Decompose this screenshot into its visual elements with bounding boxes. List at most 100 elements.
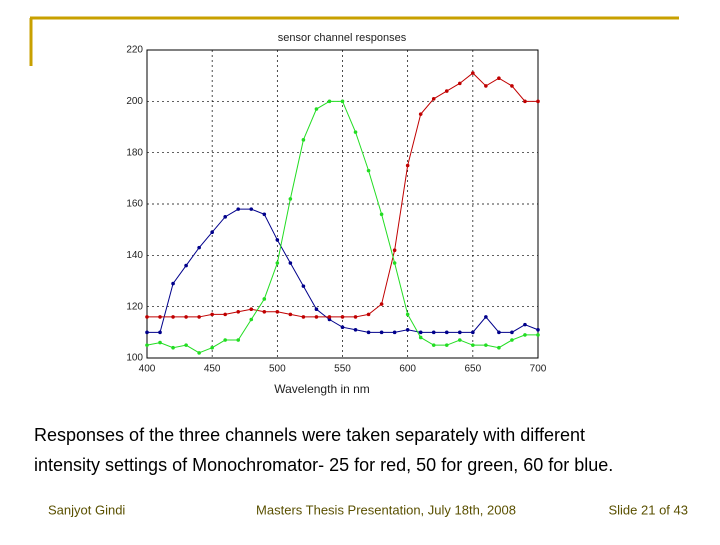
x-tick-label: 450 [204,364,221,375]
y-tick-label: 140 [126,250,143,261]
data-point [418,330,423,335]
data-point [366,168,371,173]
data-point [353,327,358,332]
data-point [471,343,475,347]
data-point [418,335,423,340]
data-point [340,99,345,104]
x-axis-label: Wavelength in nm [274,382,370,396]
data-point [536,99,540,104]
data-point [288,261,293,265]
chart-title: sensor channel responses [278,32,407,44]
data-point [523,322,527,327]
data-point [340,325,345,330]
data-point [431,343,436,347]
data-point [340,315,345,319]
data-point [171,315,175,319]
data-point [366,312,371,317]
data-point [197,351,201,355]
data-point [510,330,514,335]
footer-author: Sanjyot Gindi [48,502,125,517]
data-point [171,281,175,286]
data-point [158,340,162,345]
x-tick-label: 650 [464,364,481,375]
data-point [353,130,358,134]
x-tick-label: 550 [334,364,351,375]
data-point [523,99,527,104]
data-point [431,96,436,101]
data-point [249,307,254,312]
data-point [275,310,280,314]
data-point [405,312,410,317]
data-point [484,84,488,88]
caption-line: intensity settings of Monochromator- 25 … [34,455,613,475]
footer-event: Masters Thesis Presentation, July 18th, … [256,502,516,517]
data-point [249,207,254,211]
data-point [418,112,423,116]
data-point [327,317,332,322]
data-point [145,343,149,347]
data-point [314,315,319,319]
data-point [210,312,214,317]
data-point [471,71,475,75]
data-point [353,315,358,319]
data-point [158,315,162,319]
data-point [497,330,501,335]
x-tick-label: 700 [530,364,547,375]
y-tick-label: 120 [126,301,143,312]
data-point [536,333,540,337]
data-point [458,81,462,86]
data-point [262,310,267,314]
data-point [223,215,227,219]
data-point [184,263,188,268]
data-point [288,312,293,317]
y-tick-label: 180 [126,147,143,158]
data-point [262,212,267,217]
data-point [262,297,267,301]
data-point [366,330,371,335]
data-point [484,315,488,319]
data-point [223,338,227,342]
data-point [184,343,188,347]
data-point [145,330,149,335]
data-point [405,163,410,168]
data-point [536,327,540,332]
data-point [510,84,514,88]
data-point [236,310,241,314]
data-point [275,261,280,265]
data-point [197,315,201,319]
data-point [458,338,462,342]
data-point [444,343,449,347]
data-point [301,138,306,142]
data-point [184,315,188,319]
data-point [314,107,319,111]
y-tick-label: 200 [126,96,143,107]
data-point [223,312,227,317]
data-point [392,261,397,265]
x-tick-label: 600 [399,364,416,375]
data-point [158,330,162,335]
data-point [210,230,214,235]
data-point [249,317,254,322]
data-point [197,245,201,250]
data-point [327,99,332,104]
data-point [497,76,501,81]
data-point [405,327,410,332]
data-point [275,238,280,242]
data-point [301,315,306,319]
data-point [497,345,501,350]
footer-slide: Slide 21 of 43 [608,502,688,517]
data-point [236,207,241,211]
caption-line: Responses of the three channels were tak… [34,425,585,445]
data-point [523,333,527,337]
y-tick-label: 100 [126,353,143,364]
data-point [379,330,384,335]
data-point [471,330,475,335]
y-tick-label: 220 [126,45,143,56]
data-point [392,248,397,252]
data-point [314,307,319,312]
y-tick-label: 160 [126,199,143,210]
data-point [484,343,488,347]
data-point [379,302,384,306]
data-point [458,330,462,335]
